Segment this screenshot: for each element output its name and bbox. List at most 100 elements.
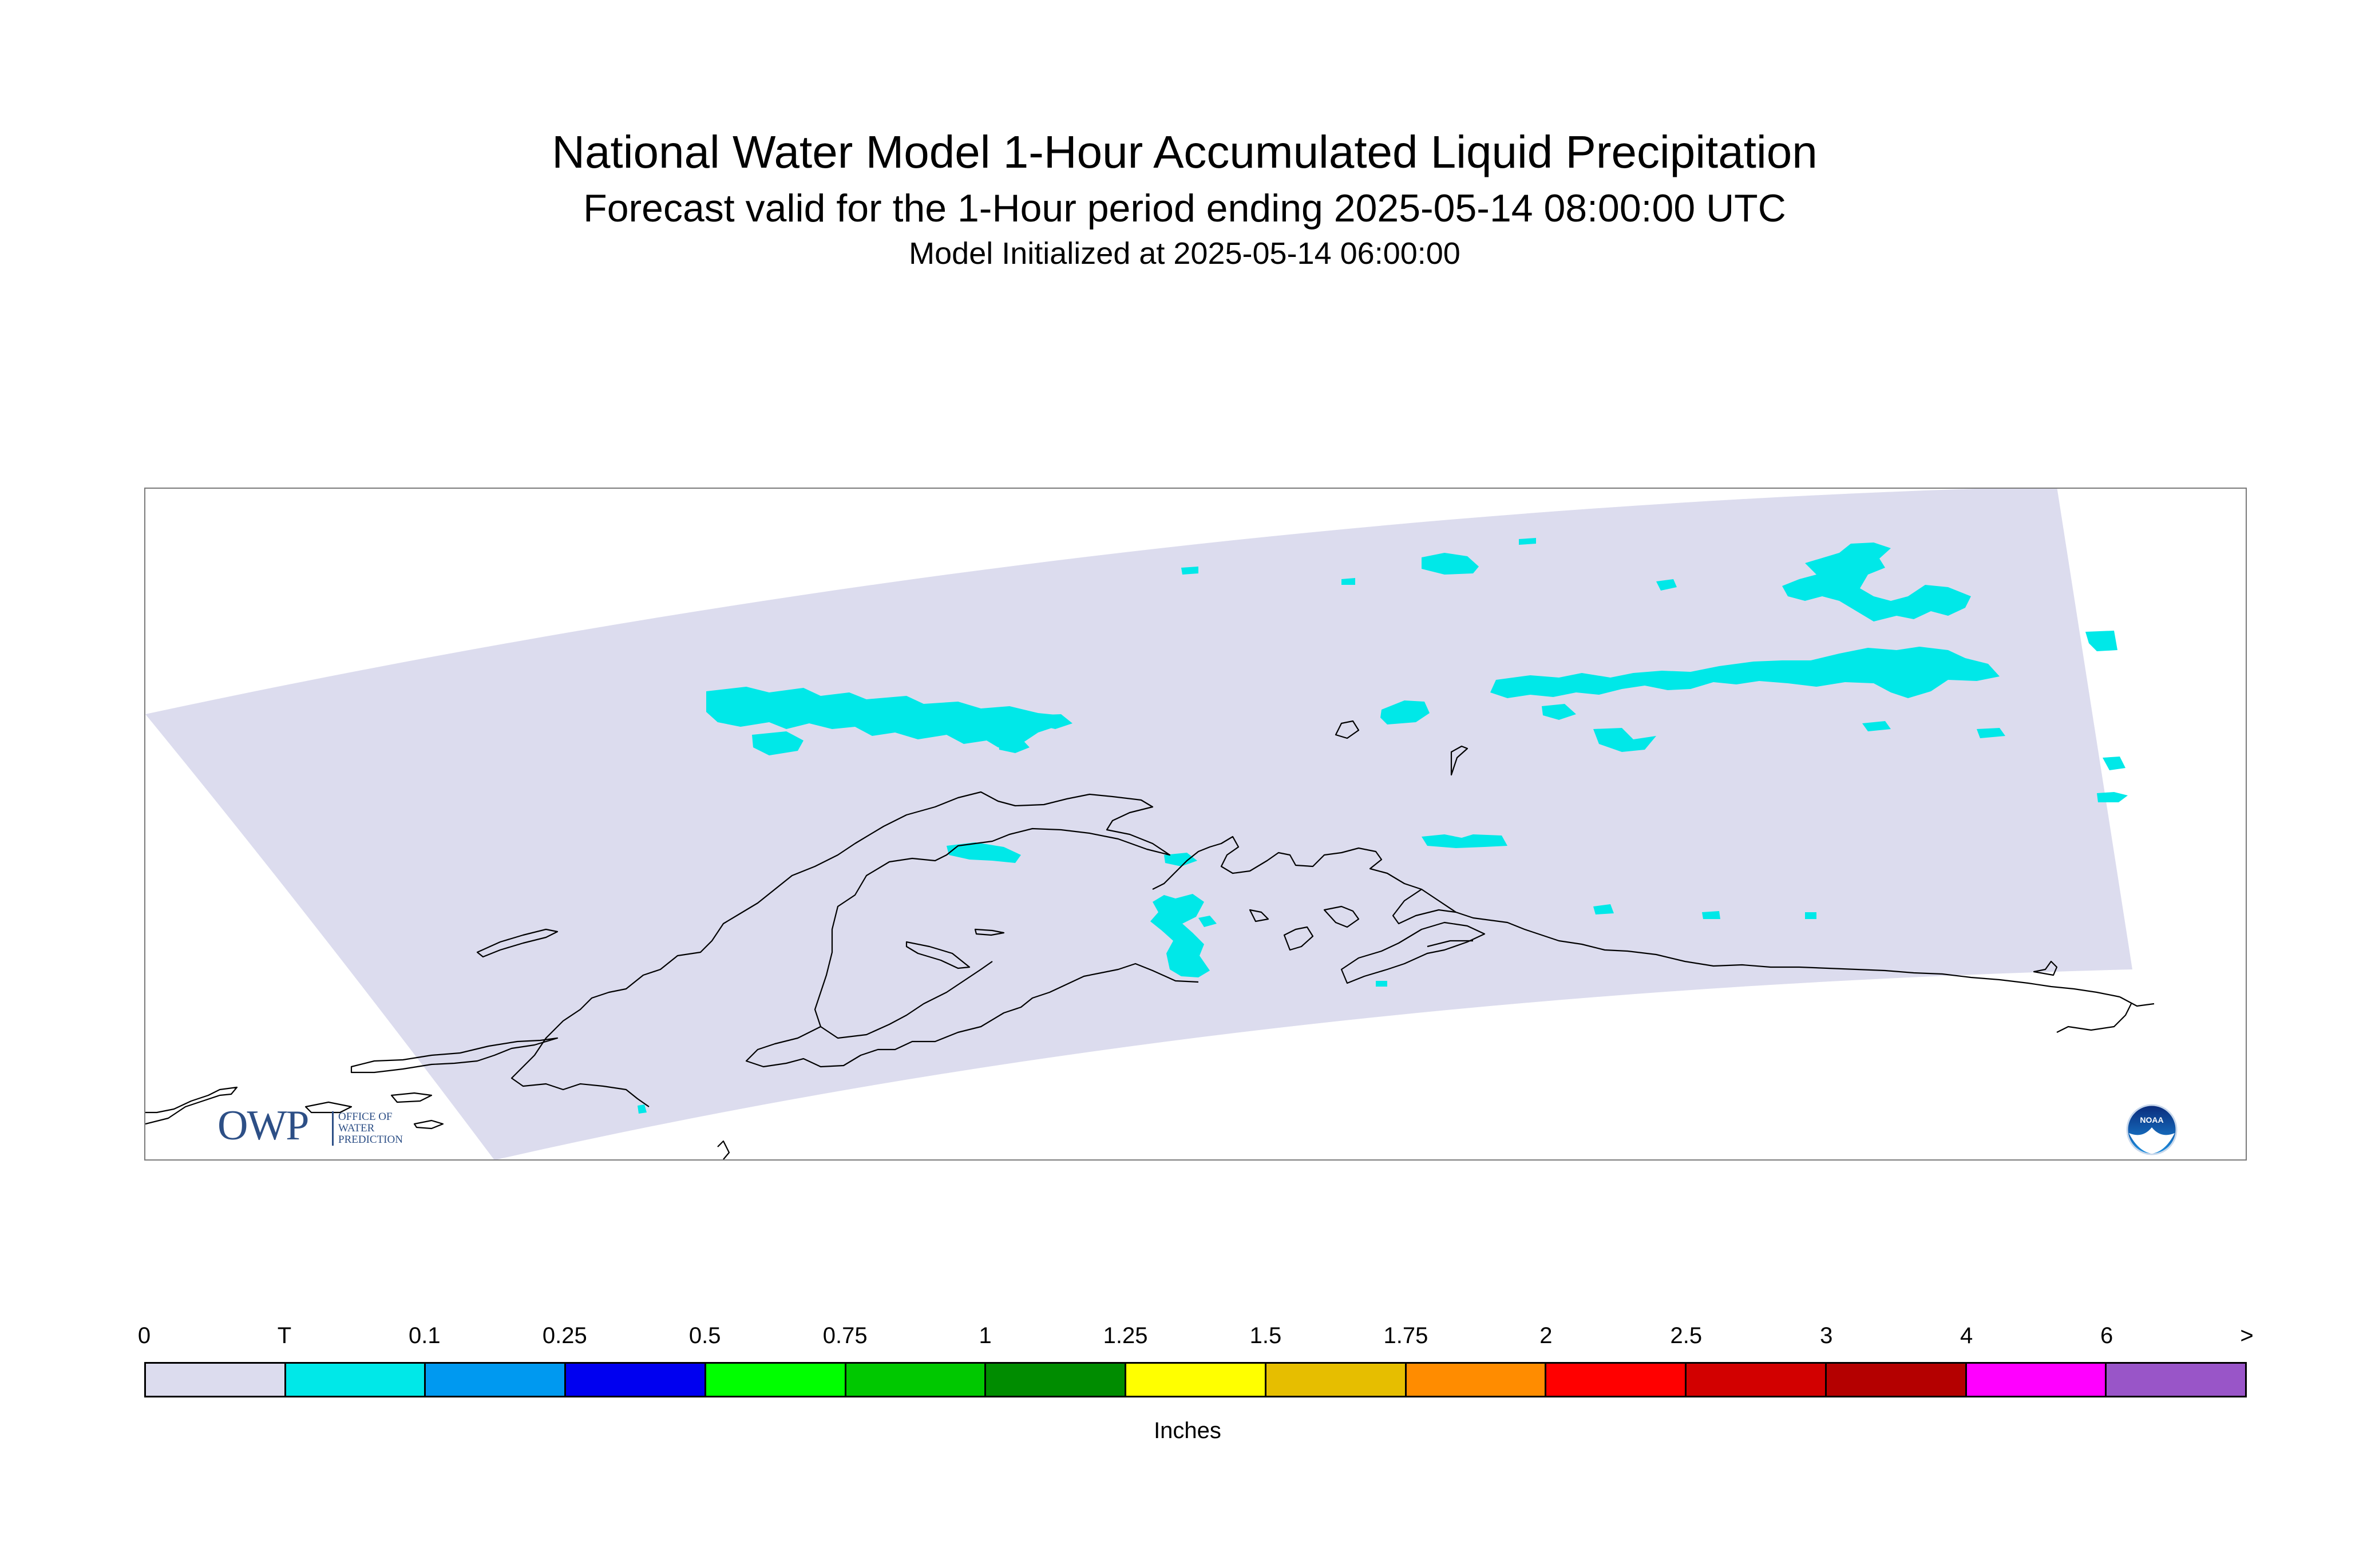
owp-caption-line: Office of	[338, 1111, 393, 1123]
precip-patch	[1032, 714, 1072, 729]
precip-patch	[1542, 704, 1576, 720]
legend-unit-label: Inches	[1154, 1418, 1221, 1443]
precip-patch	[1656, 579, 1677, 591]
coastline-path	[2056, 1003, 2132, 1033]
legend-tick-label: 0.25	[542, 1323, 587, 1348]
legend-tick-label: 0.75	[822, 1323, 868, 1348]
precip-patch	[1805, 912, 1816, 919]
coastline-path	[350, 1037, 559, 1074]
coastline-path	[1427, 940, 1473, 948]
precip-patch	[998, 738, 1030, 753]
precipitation-map	[145, 489, 2155, 1159]
legend-swatch	[1126, 1364, 1266, 1396]
legend-tick-label: 2.5	[1670, 1323, 1703, 1348]
precipitation-trace-areas	[638, 538, 2128, 1114]
noaa-logo-gull	[2129, 1127, 2175, 1154]
coastline-path	[717, 1140, 730, 1159]
coastline-path	[2119, 996, 2155, 1007]
precip-patch	[706, 687, 1061, 747]
coastline-path	[304, 1101, 353, 1114]
legend-tick-label: 3	[1820, 1323, 1833, 1348]
legend-swatch	[1687, 1364, 1827, 1396]
legend-tick-label: 0.1	[409, 1323, 441, 1348]
coastline-path	[413, 1119, 444, 1130]
legend-tick-label: 6	[2100, 1323, 2113, 1348]
legend-tick-label: 1.75	[1383, 1323, 1428, 1348]
legend-swatch	[846, 1364, 987, 1396]
legend-swatch	[146, 1364, 286, 1396]
legend-tick-label: 1.5	[1249, 1323, 1282, 1348]
precip-patch	[1977, 728, 2005, 738]
coastline-path	[905, 941, 971, 969]
precip-patch	[638, 1104, 647, 1114]
precip-patch	[2103, 757, 2125, 770]
legend-swatch	[1266, 1364, 1407, 1396]
legend-tick-label: 0	[137, 1323, 151, 1348]
coastline-path	[1283, 926, 1314, 951]
coastline-path	[145, 1086, 238, 1125]
legend-swatch	[566, 1364, 706, 1396]
owp-caption-line: Prediction	[338, 1134, 403, 1146]
title-block: National Water Model 1-Hour Accumulated …	[0, 0, 2375, 298]
coastline-path	[390, 1092, 433, 1103]
legend-swatch	[1406, 1364, 1547, 1396]
precip-patch	[1380, 700, 1430, 724]
noaa-logo: NOAA	[2126, 1104, 2178, 1155]
coastlines	[145, 720, 2155, 1159]
coastline-path	[1249, 909, 1269, 922]
precip-patch	[947, 842, 1021, 863]
owp-logo-caption: Office of Water Prediction	[332, 1111, 423, 1146]
legend-swatch	[1546, 1364, 1687, 1396]
owp-caption-line: Water	[338, 1122, 375, 1134]
precip-patch	[1782, 543, 1971, 621]
model-initialized-label: Model Initialized at 2025-05-14 06:00:00	[909, 236, 1460, 271]
legend-swatch	[986, 1364, 1127, 1396]
legend-swatch	[1966, 1364, 2107, 1396]
precip-patch	[1341, 578, 1355, 585]
precipitation-legend: 0 T 0.1 0.25 0.5 0.75 1 1.25 1.5 1.75 2 2.5 3 4 6 > Inc…	[0, 1305, 2375, 1454]
precip-patch	[1422, 553, 1479, 575]
coastline-path	[1152, 836, 2120, 998]
precip-patch	[1422, 834, 1507, 848]
legend-tick-label: 1	[979, 1323, 992, 1348]
owp-logo: OWP Office of Water Prediction	[217, 1103, 423, 1151]
precip-patch	[1150, 894, 1210, 977]
coastline-path	[1392, 889, 1456, 925]
legend-swatch	[2107, 1364, 2246, 1396]
precip-patch	[1490, 647, 2000, 698]
legend-swatch	[706, 1364, 846, 1396]
coastline-path	[1340, 921, 1486, 984]
coastline-path	[974, 928, 1005, 936]
coastline-path	[1335, 720, 1360, 739]
precip-patch	[1862, 721, 1891, 731]
legend-tick-label: 0.5	[688, 1323, 721, 1348]
coastline-path	[745, 963, 1199, 1068]
precip-patch	[1376, 981, 1387, 987]
legend-color-bar	[144, 1362, 2247, 1397]
precip-patch	[1702, 911, 1720, 919]
precip-patch	[1593, 904, 1614, 914]
precip-patch	[1593, 728, 1656, 752]
precip-patch	[1198, 916, 1217, 927]
map-title: National Water Model 1-Hour Accumulated …	[552, 126, 1818, 177]
model-domain-area	[145, 489, 2132, 1159]
precip-patch	[1164, 853, 1197, 866]
legend-tick-label: 4	[1960, 1323, 1973, 1348]
coastline-path	[1323, 905, 1360, 928]
legend-tick-label: 1.25	[1103, 1323, 1148, 1348]
coastline-path	[510, 843, 856, 1107]
legend-swatch	[286, 1364, 426, 1396]
coastline-path	[2033, 960, 2058, 976]
legend-swatch	[426, 1364, 567, 1396]
coastline-path	[476, 928, 559, 958]
precip-patch	[2085, 631, 2117, 651]
coastline-path	[814, 791, 1171, 1039]
precip-patch	[1519, 538, 1536, 545]
precip-patch	[752, 731, 803, 755]
noaa-logo-text: NOAA	[2140, 1115, 2163, 1124]
legend-tick-label: T	[277, 1323, 292, 1348]
map-panel	[144, 488, 2247, 1161]
owp-logo-letters: OWP	[217, 1102, 309, 1149]
legend-swatch	[1826, 1364, 1967, 1396]
legend-tick-label: >	[2240, 1323, 2254, 1348]
